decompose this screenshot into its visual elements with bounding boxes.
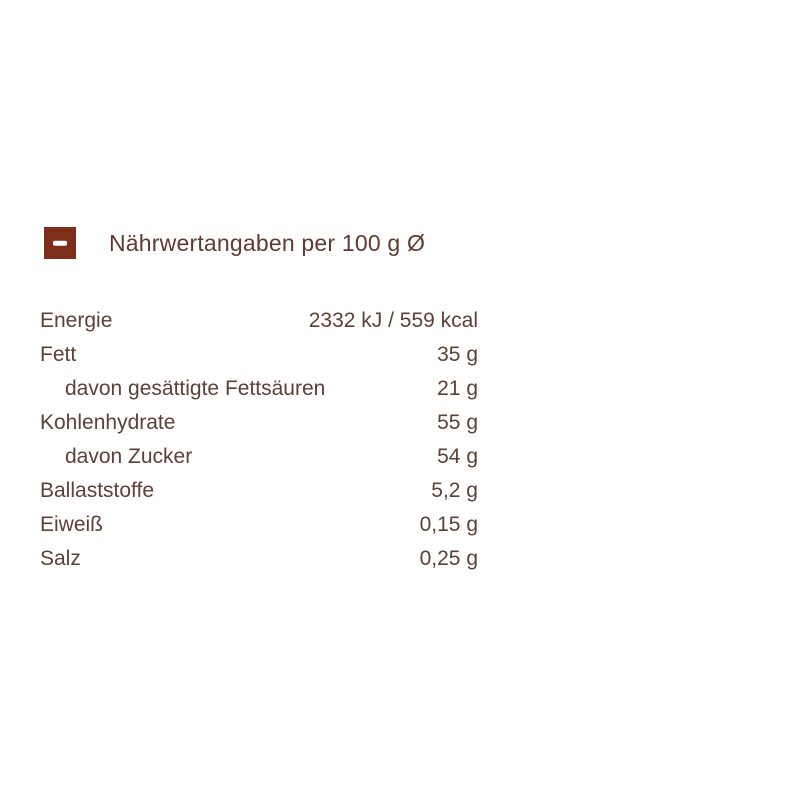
nutrient-value: 0,15 g <box>419 513 478 536</box>
table-row: davon Zucker 54 g <box>40 440 478 474</box>
table-row: Ballaststoffe 5,2 g <box>40 474 478 508</box>
nutrient-value: 55 g <box>437 411 478 434</box>
nutrient-value: 21 g <box>437 377 478 400</box>
nutrient-label: Kohlenhydrate <box>40 411 176 434</box>
nutrient-value: 5,2 g <box>431 479 478 502</box>
table-row: Eiweiß 0,15 g <box>40 508 478 542</box>
table-row: Salz 0,25 g <box>40 542 478 576</box>
nutrient-label: Eiweiß <box>40 513 104 536</box>
nutrient-value: 54 g <box>437 445 478 468</box>
nutrient-label: davon gesättigte Fettsäuren <box>65 377 326 400</box>
table-row: davon gesättigte Fettsäuren 21 g <box>40 372 478 406</box>
nutrient-label: Salz <box>40 547 81 570</box>
minus-icon <box>53 240 67 246</box>
nutrient-value: 35 g <box>437 343 478 366</box>
table-row: Kohlenhydrate 55 g <box>40 406 478 440</box>
nutrient-label: Energie <box>40 309 113 332</box>
nutrient-label: Fett <box>40 343 77 366</box>
collapse-section-button[interactable] <box>44 227 76 259</box>
table-row: Fett 35 g <box>40 338 478 372</box>
section-title: Nährwertangaben per 100 g Ø <box>109 229 426 256</box>
nutrient-label: Ballaststoffe <box>40 479 155 502</box>
nutrition-table: Energie 2332 kJ / 559 kcal Fett 35 g davon g… <box>40 304 478 576</box>
section-header: Nährwertangaben per 100 g Ø <box>44 227 425 259</box>
table-row: Energie 2332 kJ / 559 kcal <box>40 304 478 338</box>
nutrient-label: davon Zucker <box>65 445 193 468</box>
nutrient-value: 2332 kJ / 559 kcal <box>308 309 478 332</box>
nutrient-value: 0,25 g <box>419 547 478 570</box>
